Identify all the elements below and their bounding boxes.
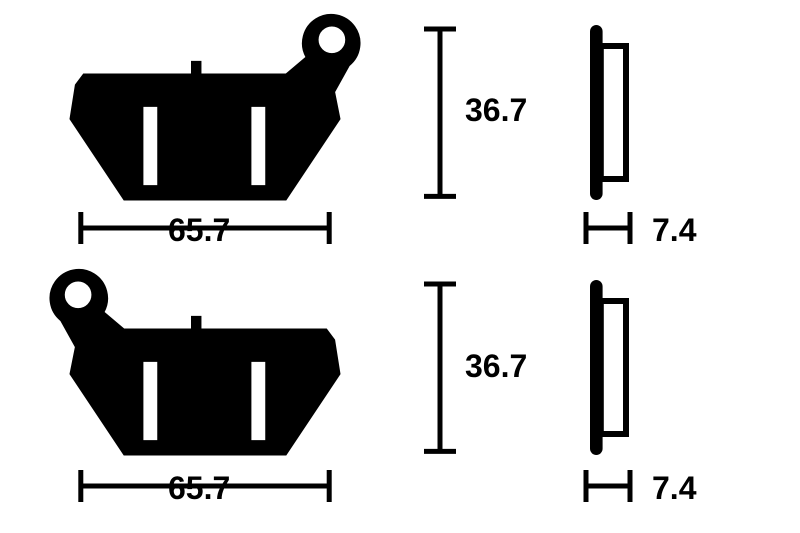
dim-width-bottom: 65.7 xyxy=(168,470,230,507)
dim-height-bottom: 36.7 xyxy=(465,348,527,385)
dim-width-top: 65.7 xyxy=(168,212,230,249)
dim-height-top: 36.7 xyxy=(465,92,527,129)
diagram-stage xyxy=(0,0,800,533)
dim-thick-top: 7.4 xyxy=(652,212,696,249)
diagram-svg xyxy=(0,0,800,533)
dim-thick-bottom: 7.4 xyxy=(652,470,696,507)
